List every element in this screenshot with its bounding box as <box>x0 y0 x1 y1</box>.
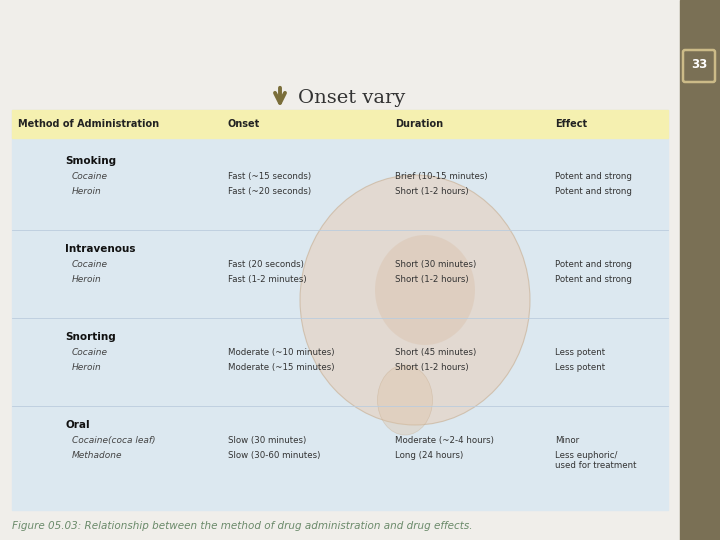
Text: Intravenous: Intravenous <box>65 244 135 254</box>
Text: Method of Administration: Method of Administration <box>18 119 159 129</box>
Text: Slow (30 minutes): Slow (30 minutes) <box>228 436 306 445</box>
Text: Potent and strong: Potent and strong <box>555 172 632 181</box>
FancyBboxPatch shape <box>683 50 715 82</box>
Text: Moderate (~10 minutes): Moderate (~10 minutes) <box>228 348 335 357</box>
Text: Fast (1-2 minutes): Fast (1-2 minutes) <box>228 275 307 284</box>
Text: Effect: Effect <box>555 119 587 129</box>
Text: Cocaine: Cocaine <box>72 348 108 357</box>
Text: Short (30 minutes): Short (30 minutes) <box>395 260 476 269</box>
Ellipse shape <box>377 365 433 435</box>
Text: Heroin: Heroin <box>72 187 102 196</box>
Text: Short (1-2 hours): Short (1-2 hours) <box>395 275 469 284</box>
Text: Potent and strong: Potent and strong <box>555 260 632 269</box>
Text: Slow (30-60 minutes): Slow (30-60 minutes) <box>228 451 320 460</box>
Text: Onset vary: Onset vary <box>298 89 405 107</box>
Bar <box>680 0 720 540</box>
Text: Duration: Duration <box>395 119 443 129</box>
Text: Short (1-2 hours): Short (1-2 hours) <box>395 187 469 196</box>
Text: Smoking: Smoking <box>65 156 116 166</box>
Text: Moderate (~2-4 hours): Moderate (~2-4 hours) <box>395 436 494 445</box>
Text: Figure 05.03: Relationship between the method of drug administration and drug ef: Figure 05.03: Relationship between the m… <box>12 521 472 531</box>
Text: Brief (10-15 minutes): Brief (10-15 minutes) <box>395 172 487 181</box>
Text: Short (1-2 hours): Short (1-2 hours) <box>395 363 469 372</box>
Text: Minor: Minor <box>555 436 579 445</box>
Text: Cocaine: Cocaine <box>72 172 108 181</box>
Text: Cocaine(coca leaf): Cocaine(coca leaf) <box>72 436 156 445</box>
Text: Fast (~15 seconds): Fast (~15 seconds) <box>228 172 311 181</box>
Text: Heroin: Heroin <box>72 363 102 372</box>
Text: Less euphoric/
used for treatment: Less euphoric/ used for treatment <box>555 451 636 470</box>
Text: Fast (~20 seconds): Fast (~20 seconds) <box>228 187 311 196</box>
Text: Less potent: Less potent <box>555 363 605 372</box>
Text: Snorting: Snorting <box>65 332 116 342</box>
Text: Potent and strong: Potent and strong <box>555 275 632 284</box>
Ellipse shape <box>300 175 530 425</box>
Bar <box>12 110 668 510</box>
Text: Potent and strong: Potent and strong <box>555 187 632 196</box>
Text: Moderate (~15 minutes): Moderate (~15 minutes) <box>228 363 335 372</box>
Text: 33: 33 <box>691 58 707 71</box>
Text: Methadone: Methadone <box>72 451 122 460</box>
Ellipse shape <box>375 235 475 345</box>
Text: Oral: Oral <box>65 420 89 430</box>
Bar <box>12 110 668 138</box>
Text: Long (24 hours): Long (24 hours) <box>395 451 463 460</box>
Text: Fast (20 seconds): Fast (20 seconds) <box>228 260 304 269</box>
Text: Onset: Onset <box>228 119 260 129</box>
Text: Less potent: Less potent <box>555 348 605 357</box>
Text: Heroin: Heroin <box>72 275 102 284</box>
Text: Short (45 minutes): Short (45 minutes) <box>395 348 476 357</box>
Text: Cocaine: Cocaine <box>72 260 108 269</box>
